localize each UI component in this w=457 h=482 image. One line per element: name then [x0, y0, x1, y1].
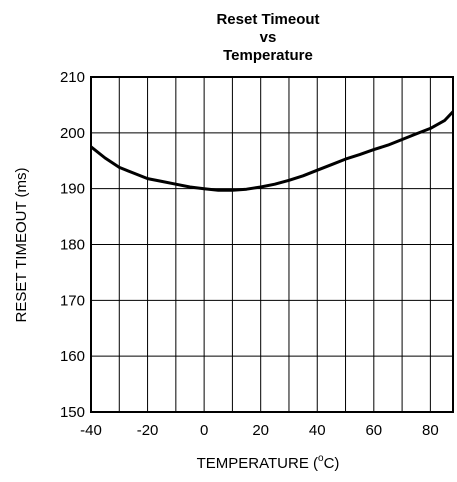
grid [90, 76, 453, 413]
x-tick-label: 80 [422, 422, 439, 439]
y-tick-label: 160 [60, 348, 85, 365]
plot-frame [90, 76, 454, 413]
x-axis-label-text: TEMPERATURE ( [197, 455, 318, 472]
x-tick-label: 40 [309, 422, 326, 439]
y-tick-label: 150 [60, 404, 85, 421]
chart-title-line-2: vs [260, 29, 277, 46]
x-axis-label-unit: C) [324, 455, 340, 472]
series-line [90, 110, 455, 192]
tick-labels: 150 160 170 180 190 200 210 -40 -20 0 20 40 60 80 [60, 69, 439, 439]
x-tick-label: 60 [365, 422, 382, 439]
chart-title-line-3: Temperature [223, 47, 313, 64]
y-tick-label: 200 [60, 125, 85, 142]
chart-title-line-1: Reset Timeout [216, 11, 319, 28]
y-tick-label: 210 [60, 69, 85, 86]
x-axis-label-superscript: o [318, 453, 324, 464]
x-tick-label: 20 [252, 422, 269, 439]
x-tick-label: -40 [80, 422, 102, 439]
y-tick-label: 170 [60, 292, 85, 309]
x-axis-label: TEMPERATURE (oC) [197, 453, 340, 472]
y-tick-label: 180 [60, 237, 85, 254]
x-tick-label: -20 [137, 422, 159, 439]
y-tick-label: 190 [60, 181, 85, 198]
x-tick-label: 0 [200, 422, 208, 439]
y-axis-label: RESET TIMEOUT (ms) [13, 167, 30, 322]
data-line-group [90, 110, 455, 192]
